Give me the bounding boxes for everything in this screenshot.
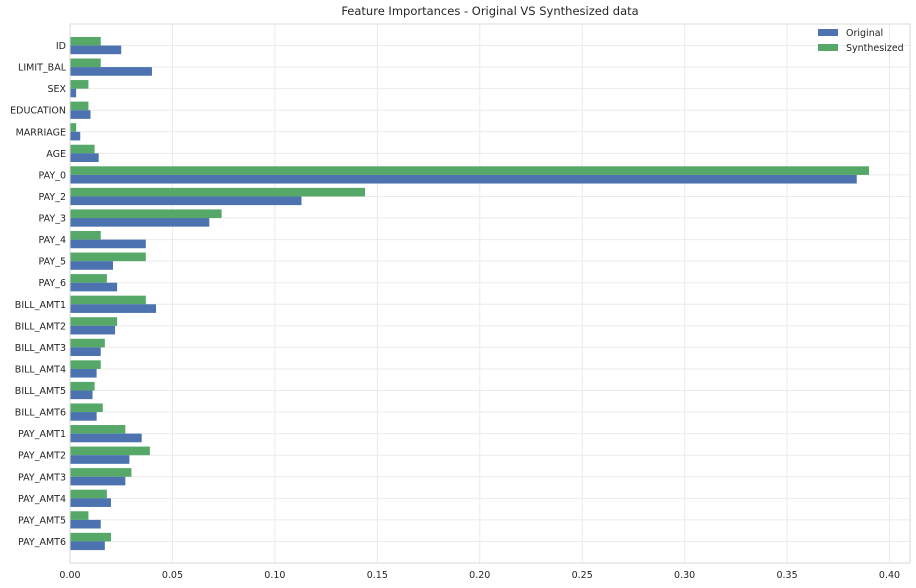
- bar-original: [70, 325, 116, 335]
- x-tick-label: 0.35: [776, 570, 797, 581]
- y-tick-label: LIMIT_BAL: [18, 63, 67, 74]
- plot-area: [70, 24, 910, 563]
- bar-original: [70, 88, 77, 98]
- y-tick-label: PAY_AMT5: [18, 515, 66, 526]
- bar-original: [70, 368, 97, 378]
- bar-synthesized: [70, 166, 870, 175]
- bar-original: [70, 304, 157, 313]
- bar-synthesized: [70, 80, 89, 89]
- legend-label: Original: [846, 28, 883, 39]
- bar-original: [70, 433, 142, 443]
- bar-synthesized: [70, 381, 95, 391]
- bar-original: [70, 196, 302, 206]
- legend-swatch: [818, 29, 838, 36]
- x-tick-label: 0.15: [367, 570, 388, 581]
- y-tick-label: MARRIAGE: [16, 127, 66, 138]
- x-tick-label: 0.40: [879, 570, 900, 581]
- bar-synthesized: [70, 468, 132, 477]
- bar-original: [70, 174, 857, 184]
- chart-title: Feature Importances - Original VS Synthe…: [341, 4, 639, 18]
- y-tick-label: PAY_AMT4: [18, 494, 66, 505]
- bar-synthesized: [70, 252, 146, 262]
- y-tick-label: BILL_AMT3: [15, 343, 66, 354]
- bar-synthesized: [70, 532, 111, 542]
- bar-original: [70, 390, 93, 400]
- bar-original: [70, 261, 114, 270]
- bar-synthesized: [70, 144, 95, 154]
- x-tick-label: 0.25: [572, 570, 593, 581]
- x-tick-label: 0.00: [59, 570, 80, 581]
- bar-original: [70, 239, 146, 249]
- y-tick-label: EDUCATION: [10, 106, 66, 117]
- y-tick-label: BILL_AMT1: [15, 300, 66, 311]
- bar-original: [70, 67, 152, 76]
- legend-swatch: [818, 44, 838, 51]
- bar-original: [70, 45, 122, 55]
- y-tick-label: PAY_AMT2: [18, 451, 66, 462]
- bar-original: [70, 476, 126, 486]
- bar-synthesized: [70, 187, 366, 197]
- y-tick-label: PAY_4: [39, 235, 66, 246]
- bar-original: [70, 110, 91, 119]
- bar-synthesized: [70, 230, 101, 240]
- y-tick-label: PAY_AMT6: [18, 537, 66, 548]
- y-tick-label: BILL_AMT4: [15, 364, 66, 375]
- bar-synthesized: [70, 338, 105, 348]
- bar-synthesized: [70, 403, 103, 413]
- bar-synthesized: [70, 123, 77, 132]
- bar-synthesized: [70, 446, 150, 456]
- y-tick-label: SEX: [47, 84, 66, 95]
- plot-frame: [69, 23, 911, 564]
- bar-original: [70, 131, 81, 141]
- y-tick-label: AGE: [46, 149, 66, 160]
- legend-label: Synthesized: [846, 43, 904, 54]
- bar-synthesized: [70, 295, 146, 305]
- y-tick-label: PAY_6: [39, 278, 66, 289]
- bar-synthesized: [70, 101, 89, 111]
- y-tick-label: PAY_0: [39, 170, 66, 181]
- y-tick-label: PAY_5: [39, 257, 66, 268]
- x-tick-label: 0.30: [674, 570, 695, 581]
- bar-original: [70, 412, 97, 421]
- bar-synthesized: [70, 317, 118, 326]
- x-tick-label: 0.10: [264, 570, 285, 581]
- bar-synthesized: [70, 511, 89, 520]
- y-tick-label: BILL_AMT2: [15, 321, 66, 332]
- bar-original: [70, 498, 111, 507]
- y-tick-label: PAY_AMT1: [18, 429, 66, 440]
- y-tick-label: BILL_AMT6: [15, 408, 66, 419]
- bar-synthesized: [70, 360, 101, 369]
- y-tick-label: PAY_3: [39, 214, 66, 225]
- bar-synthesized: [70, 274, 107, 283]
- bar-original: [70, 455, 130, 464]
- bar-original: [70, 153, 99, 162]
- bar-synthesized: [70, 209, 222, 219]
- bar-original: [70, 541, 105, 551]
- bar-original: [70, 347, 101, 357]
- bar-original: [70, 218, 210, 227]
- x-tick-label: 0.20: [469, 570, 490, 581]
- bar-original: [70, 282, 118, 292]
- y-tick-label: PAY_2: [39, 192, 66, 203]
- bar-synthesized: [70, 489, 107, 499]
- bar-synthesized: [70, 36, 101, 46]
- bar-synthesized: [70, 58, 101, 68]
- bar-synthesized: [70, 425, 126, 434]
- x-tick-label: 0.05: [162, 570, 183, 581]
- bar-original: [70, 519, 101, 529]
- y-tick-label: BILL_AMT5: [15, 386, 66, 397]
- y-tick-label: ID: [56, 41, 66, 52]
- y-tick-label: PAY_AMT3: [18, 472, 66, 483]
